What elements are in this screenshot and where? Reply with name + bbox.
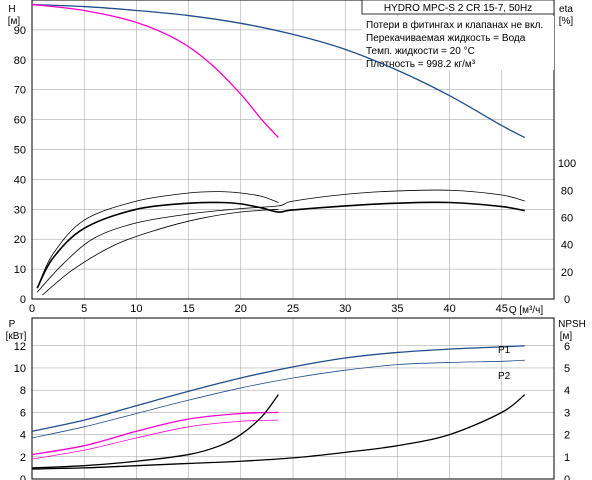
x-tick-label: 45 (496, 303, 508, 315)
x-tick-label: 35 (391, 303, 403, 315)
bottom-grid (32, 318, 554, 479)
note-liquid: Перекачиваемая жидкость = Вода (366, 33, 526, 44)
x-tick-label: 0 (29, 303, 35, 315)
series-line-npsh-curve (31, 394, 526, 470)
series-line-power-curve (31, 345, 525, 432)
y-left-title-line2-bottom: [кВт] (6, 331, 27, 342)
y-right-title-line2: [%] (559, 16, 574, 27)
series-line-head-curve-partial (31, 3, 279, 138)
x-axis-title: Q [м³/ч] (509, 305, 544, 316)
y-right-tick-label: 20 (561, 267, 573, 279)
y-left-tick-label: 0 (20, 474, 26, 480)
x-tick-label: 20 (235, 303, 247, 315)
y-left-tick-label: 10 (14, 363, 26, 375)
y-left-title-line2: [м] (8, 16, 21, 27)
y-right-tick-label: 5 (564, 363, 570, 375)
x-tick-label: 40 (443, 303, 455, 315)
y-left-title-line1: H (8, 4, 15, 15)
note-liquid-temperature: Темп. жидкости = 20 °C (366, 46, 475, 57)
y-right-tick-label: 3 (564, 407, 570, 419)
y-left-tick-label: 30 (14, 204, 26, 216)
bottom-series (31, 345, 526, 470)
y-left-tick-label: 10 (14, 264, 26, 276)
x-tick-label: 25 (287, 303, 299, 315)
series-line-efficiency-curve (36, 201, 525, 289)
y-right-tick-label: 80 (561, 185, 573, 197)
bottom-panel-frame (31, 317, 555, 480)
top-tick-labels: 0 5 10 15 20 25 30 35 40 45 0 10 20 30 40 50 60 70 80 90 0 20… (14, 25, 576, 315)
series-label-p2: P2 (498, 371, 511, 382)
y-right-title-line2-bottom: [м] (560, 331, 573, 342)
series-line-power-curve (31, 359, 525, 439)
y-left-tick-label: 90 (14, 25, 26, 37)
y-left-tick-label: 20 (14, 234, 26, 246)
notes-box: Потери в фитингах и клапанах не вкл. Пер… (362, 16, 554, 70)
y-left-tick-label: 0 (20, 294, 26, 306)
y-left-title-line1-bottom: P (9, 319, 16, 330)
y-left-tick-label: 4 (20, 430, 26, 442)
x-tick-label: 5 (81, 303, 87, 315)
y-left-tick-label: 6 (20, 407, 26, 419)
y-left-tick-label: 70 (14, 85, 26, 97)
note-fitting-losses: Потери в фитингах и клапанах не вкл. (366, 19, 543, 31)
chart-title: HYDRO MPC-S 2 CR 15-7, 50Hz (384, 3, 532, 14)
top-series (31, 3, 526, 296)
y-right-tick-label: 6 (564, 341, 570, 353)
y-right-tick-label: 0 (564, 474, 570, 480)
y-right-title-line1-bottom: NPSH (558, 319, 586, 330)
series-line-efficiency-curve (36, 189, 525, 293)
series-line-power-curve-partial (31, 411, 279, 456)
y-left-tick-label: 50 (14, 145, 26, 157)
series-line-efficiency-curve (36, 191, 279, 289)
y-left-tick-label: 40 (14, 174, 26, 186)
note-density: Плотность = 998.2 кг/м³ (366, 59, 476, 70)
y-right-tick-label: 1 (564, 452, 570, 464)
top-panel-frame (31, 0, 555, 300)
x-tick-label: 30 (339, 303, 351, 315)
y-left-tick-label: 2 (20, 452, 26, 464)
y-right-tick-label: 2 (564, 430, 570, 442)
y-right-tick-label: 100 (558, 158, 576, 170)
y-left-tick-label: 8 (20, 385, 26, 397)
chart-title-box (361, 0, 555, 15)
series-line-head-curve (31, 3, 526, 139)
series-label-p1: P1 (498, 345, 511, 356)
x-tick-label: 10 (130, 303, 142, 315)
y-right-title-line1: eta (559, 4, 573, 15)
series-line-npsh-curve (31, 394, 279, 469)
series-line-efficiency-curve (42, 208, 279, 296)
x-tick-label: 15 (182, 303, 194, 315)
y-left-tick-label: 60 (14, 115, 26, 127)
series-line-power-curve-partial (31, 419, 279, 460)
y-right-tick-label: 0 (564, 294, 570, 306)
y-left-tick-label: 80 (14, 55, 26, 67)
y-right-tick-label: 60 (561, 212, 573, 224)
y-left-tick-label: 12 (14, 341, 26, 353)
top-panel: H [м] eta [%] 0 5 10 15 20 25 30 35 40 45 0 10 20 30 4… (8, 0, 576, 316)
y-right-tick-label: 4 (564, 385, 570, 397)
y-right-tick-label: 40 (561, 240, 573, 252)
